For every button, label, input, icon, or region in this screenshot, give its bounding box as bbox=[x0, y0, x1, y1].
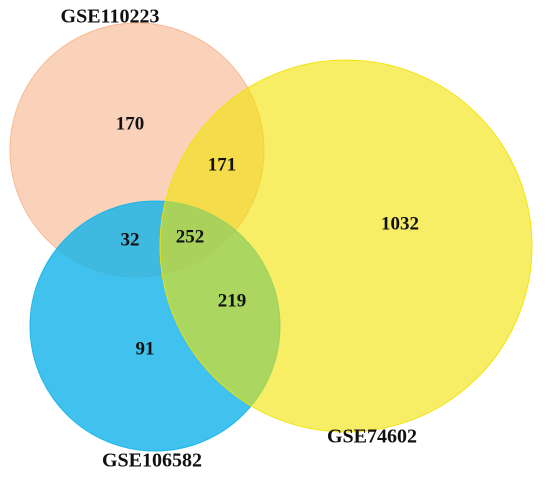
region-count: 219 bbox=[218, 290, 247, 311]
region-count: 171 bbox=[208, 154, 237, 175]
set-label: GSE110223 bbox=[61, 6, 160, 28]
region-count: 91 bbox=[136, 338, 155, 359]
region-count: 1032 bbox=[381, 213, 419, 234]
set-circle bbox=[159, 59, 533, 433]
region-count: 32 bbox=[121, 229, 140, 250]
set-label: GSE106582 bbox=[102, 450, 202, 472]
set-label: GSE74602 bbox=[327, 426, 417, 448]
region-count: 252 bbox=[176, 226, 205, 247]
region-count: 170 bbox=[116, 113, 145, 134]
